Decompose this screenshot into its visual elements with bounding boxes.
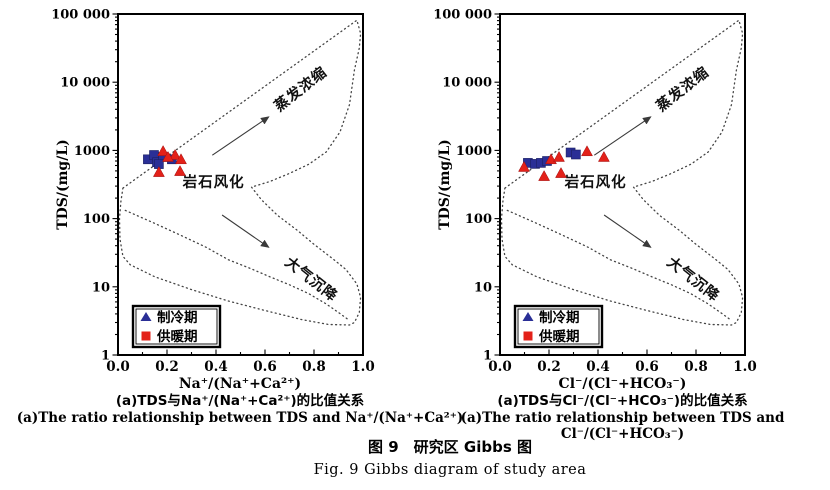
x-axis-title-left: Na⁺/(Na⁺+Ca²⁺)	[178, 376, 302, 392]
data-point-供暖期	[597, 150, 610, 162]
legend-marker-square	[141, 331, 151, 341]
y-tick-label: 10	[474, 280, 492, 295]
gibbs-envelope-outline	[500, 19, 744, 326]
figure-caption-zh: 图 9 研究区 Gibbs 图	[368, 438, 532, 456]
evaporation-arrow	[211, 116, 270, 156]
y-tick-label: 10	[92, 280, 110, 295]
y-axis-title: TDS/(mg/L)	[55, 139, 71, 230]
x-tick-label: 0.6	[635, 359, 659, 372]
y-tick-label: 1000	[456, 144, 492, 159]
rock-weathering-label: 岩石风化	[564, 173, 627, 191]
x-tick-label: 1.0	[733, 359, 757, 372]
y-tick-label: 100 000	[433, 8, 492, 23]
data-point-供暖期	[174, 165, 186, 176]
x-tick-label: 0.2	[537, 359, 561, 372]
gibbs-lower-lobe-outline	[506, 209, 731, 321]
legend-inner-border	[135, 308, 218, 345]
subcaption-en-left: (a)The ratio relationship between TDS an…	[16, 410, 464, 426]
data-point-制冷期	[571, 149, 581, 160]
y-tick-label: 100 000	[51, 8, 110, 23]
rock-weathering-label: 岩石风化	[182, 173, 245, 191]
evaporation-label: 蒸发浓缩	[271, 63, 331, 115]
precipitation-label: 大气沉降	[664, 253, 724, 305]
figure-caption-en: Fig. 9 Gibbs diagram of study area	[313, 462, 587, 478]
y-tick-label: 10 000	[442, 76, 492, 91]
gibbs-lower-lobe-outline	[124, 209, 349, 321]
data-point-供暖期	[157, 145, 170, 156]
legend-inner-border	[517, 308, 600, 345]
gibbs-envelope-outline	[118, 19, 362, 326]
y-tick-label: 10 000	[60, 76, 110, 91]
right-plot-captions: Cl⁻/(Cl⁻+HCO₃⁻) (a)TDS与Cl⁻/(Cl⁻+HCO₃⁻)的比…	[415, 376, 830, 442]
data-point-供暖期	[538, 170, 551, 181]
legend-label: 供暖期	[538, 328, 580, 345]
x-tick-label: 0.6	[253, 359, 277, 372]
legend-label: 制冷期	[539, 309, 580, 326]
x-tick-label: 0.0	[488, 359, 512, 372]
x-tick-label: 0.4	[586, 359, 610, 372]
x-tick-label: 0.2	[155, 359, 179, 372]
figure-caption: 图 9 研究区 Gibbs 图 Fig. 9 Gibbs diagram of …	[35, 438, 830, 478]
data-point-供暖期	[169, 148, 182, 160]
evaporation-label: 蒸发浓缩	[653, 63, 713, 115]
left-plot-captions: Na⁺/(Na⁺+Ca²⁺) (a)TDS与Na⁺/(Na⁺+Ca²⁺)的比值关…	[0, 376, 480, 426]
y-tick-label: 1	[101, 349, 110, 364]
precipitation-label: 大气沉降	[282, 253, 342, 305]
x-tick-label: 1.0	[351, 359, 375, 372]
data-point-供暖期	[553, 150, 565, 162]
y-tick-label: 100	[465, 212, 492, 227]
evaporation-arrow	[593, 116, 652, 156]
x-tick-label: 0.8	[684, 359, 708, 372]
subcaption-en-right: (a)The ratio relationship between TDS an…	[460, 410, 785, 442]
x-axis-title-right: Cl⁻/(Cl⁻+HCO₃⁻)	[558, 376, 687, 392]
legend-marker-triangle	[522, 312, 534, 321]
data-point-供暖期	[175, 153, 187, 165]
x-tick-label: 0.4	[204, 359, 228, 372]
legend-marker-square	[523, 331, 533, 341]
data-point-供暖期	[555, 167, 567, 178]
legend-label: 制冷期	[157, 309, 198, 326]
y-tick-label: 1	[483, 349, 492, 364]
data-point-供暖期	[581, 145, 593, 157]
data-point-供暖期	[152, 166, 165, 177]
y-tick-label: 100	[83, 212, 110, 227]
y-tick-label: 1000	[74, 144, 110, 159]
subcaption-zh-left: (a)TDS与Na⁺/(Na⁺+Ca²⁺)的比值关系	[115, 393, 365, 409]
data-point-供暖期	[162, 150, 174, 162]
data-point-供暖期	[518, 160, 530, 172]
x-tick-label: 0.8	[302, 359, 326, 372]
y-axis-title: TDS/(mg/L)	[437, 139, 453, 230]
subcaption-zh-right: (a)TDS与Cl⁻/(Cl⁻+HCO₃⁻)的比值关系	[497, 393, 748, 409]
precipitation-arrow	[603, 214, 652, 248]
x-tick-label: 0.0	[106, 359, 130, 372]
legend-label: 供暖期	[156, 328, 198, 345]
legend-marker-triangle	[140, 312, 152, 321]
precipitation-arrow	[221, 214, 270, 248]
